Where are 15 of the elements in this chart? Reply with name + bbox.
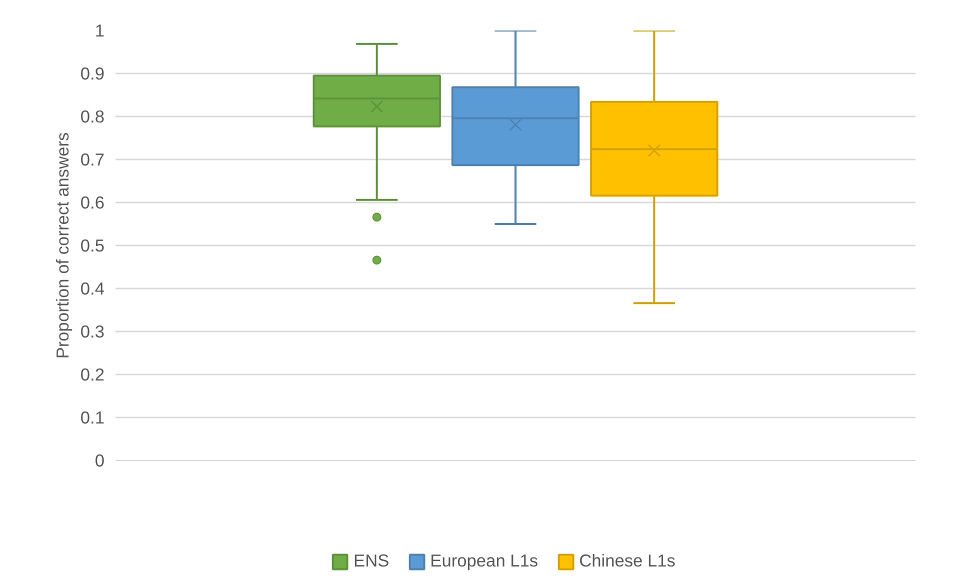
y-tick-label: 0.4 bbox=[80, 278, 105, 298]
y-tick-label: 0.9 bbox=[80, 64, 105, 84]
y-axis-title: Proportion of correct answers bbox=[52, 132, 72, 359]
legend-label: ENS bbox=[354, 550, 390, 572]
legend-label: Chinese L1s bbox=[579, 550, 676, 572]
y-tick-label: 0.2 bbox=[80, 364, 105, 384]
y-tick-label: 0.6 bbox=[80, 192, 105, 212]
y-tick-label: 0.3 bbox=[80, 322, 105, 342]
y-tick-label: 0.7 bbox=[80, 150, 105, 170]
y-tick-label: 1 bbox=[94, 20, 105, 40]
y-tick-label: 0.1 bbox=[80, 408, 105, 428]
y-tick-label: 0.5 bbox=[80, 236, 105, 256]
legend-label: European L1s bbox=[430, 550, 538, 572]
y-tick-label: 0.8 bbox=[80, 106, 105, 126]
y-tick-label: 0 bbox=[94, 450, 105, 470]
